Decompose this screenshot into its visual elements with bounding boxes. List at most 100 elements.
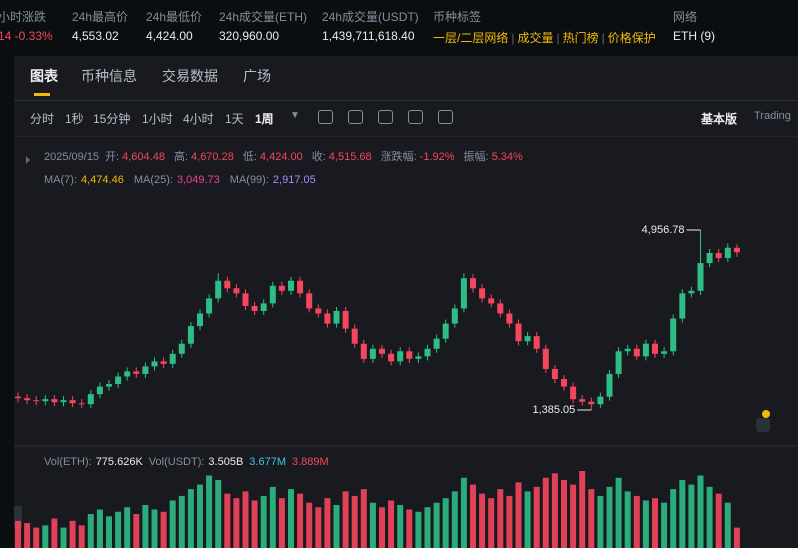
volume-bar [260,495,267,548]
volume-bar [715,493,722,548]
candle-body [488,298,495,304]
volume-bar [151,509,158,548]
tab[interactable]: 交易数据 [162,68,218,84]
candle-body [160,361,167,364]
stat-label: 小时涨跌 [0,10,47,24]
volume-bar [87,514,94,548]
candle-body [561,379,567,387]
volume-bar [333,504,340,548]
volume-bar [597,495,604,548]
tab[interactable]: 币种信息 [81,68,137,84]
volume-bar [724,502,731,548]
separator: | [601,31,605,45]
ohlc-value: 4,424.00 [259,151,303,163]
volume-bar [688,484,695,548]
tab-underline [34,93,50,96]
candle-body [51,399,58,403]
volume-bar [60,527,67,548]
volume-bar [251,500,258,548]
volume-bar [524,491,531,548]
candle-body [715,253,722,259]
candle-body [379,348,385,354]
view-mode[interactable]: 基本版 [701,112,738,126]
max-label: 4,956.78 [642,224,685,236]
tool-icon[interactable] [408,110,423,124]
candle-body [306,293,313,309]
volume-bar [424,507,431,548]
volume-bar [78,525,85,548]
candle-body [324,313,331,324]
volume-bar [133,514,140,548]
stat-value: 14 -0.33% [0,29,53,43]
candle-body [388,353,395,362]
volume-bar [433,502,440,548]
candle-body [342,310,349,329]
volume-bar [570,484,577,548]
interval-button[interactable]: 1小时 [142,112,173,126]
volume-bar [278,498,285,548]
interval-button[interactable]: 1天 [225,112,244,126]
candle-body [442,323,449,339]
candle-body [269,285,276,304]
tool-icon[interactable] [378,110,393,124]
volume-value: 3.505B [208,456,244,468]
candle-body [606,373,613,397]
tag-link[interactable]: 一层/二层网络 [433,31,509,45]
volume-bar [497,489,504,548]
tag-link[interactable]: 价格保护 [607,31,656,45]
candle-body [588,401,595,405]
volume-bar [706,486,713,548]
tool-icon[interactable] [438,110,453,124]
candle-body [670,318,677,352]
tab[interactable]: 广场 [243,68,271,84]
candle-body [206,298,213,314]
candle-body [733,247,740,253]
ohlc-label: 涨跌幅: [380,151,417,163]
candle-body [406,351,413,359]
candle-body [42,399,49,402]
volume-bar [324,498,331,548]
interval-button[interactable]: 4小时 [183,112,214,126]
interval-button[interactable]: 分时 [30,112,55,126]
tool-icon[interactable] [318,110,333,124]
dropdown-arrow[interactable]: ▼ [290,110,300,121]
tag-link[interactable]: 成交量 [517,31,554,45]
interval-button[interactable]: 1周 [255,112,274,126]
volume-bar [379,507,385,548]
tag-link[interactable]: 热门榜 [562,31,599,45]
volume-bar [242,491,249,548]
candle-body [415,356,422,359]
tab-divider [14,100,798,101]
ma-value: 3,049.73 [176,174,220,186]
ohlc-value: 4,515.68 [328,151,372,163]
stat-value: 320,960.00 [219,29,280,43]
ohlc-label: 开: [105,151,120,163]
candle-body [333,310,340,324]
candle-body [242,293,249,306]
interval-button[interactable]: 1秒 [65,112,84,126]
candle-body [178,343,185,354]
volume-bar [306,502,313,548]
volume-bar [315,507,322,548]
volume-bar [551,473,558,548]
tags: 一层/二层网络 | 成交量 | 热门榜 | 价格保护 [433,29,656,46]
stat-value: 1,439,711,618.40 [322,29,415,43]
view-mode[interactable]: Trading [754,110,791,122]
volume-bar [442,498,449,548]
volume-bar [542,477,549,548]
tab[interactable]: 图表 [30,68,58,84]
volume-bar [51,518,58,548]
volume-label: Vol(ETH): [44,456,92,468]
interval-button[interactable]: 15分钟 [93,112,131,126]
volume-label: Vol(USDT): [148,456,205,468]
tool-icon[interactable] [348,110,363,124]
candle-body [315,308,322,314]
volume-bar [733,527,740,548]
stat-label: 24h最高价 [72,10,129,24]
volume-value: 3.889M [292,456,329,468]
volume-bar [697,475,704,548]
ohlc-value: 5.34% [491,151,523,163]
volume-bar [460,477,467,548]
volume-value: 3.677M [249,456,286,468]
stat-value: 4,553.02 [72,29,119,43]
